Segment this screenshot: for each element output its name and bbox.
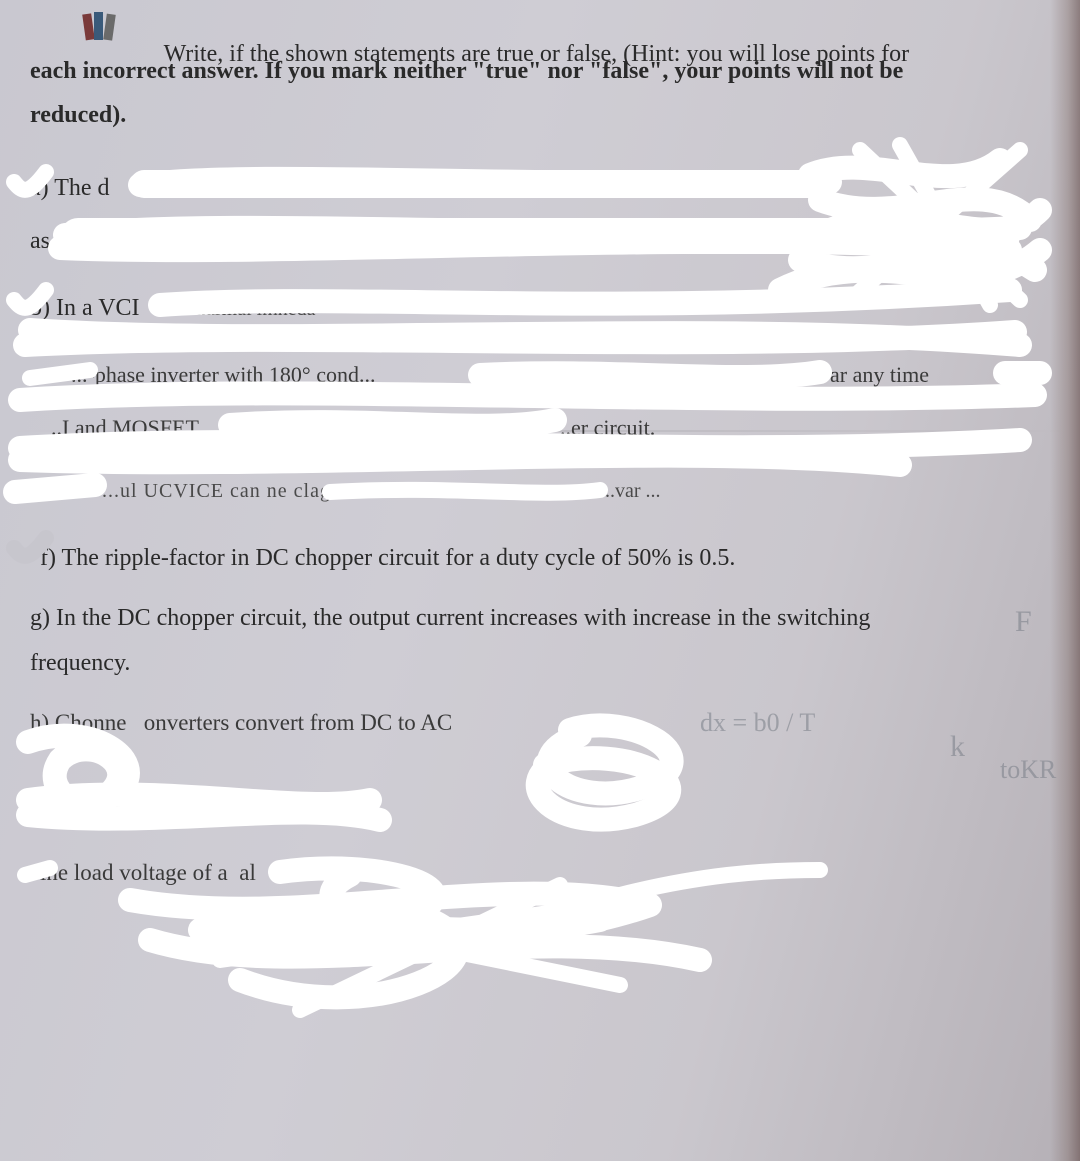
- scribble-overlay: [0, 0, 1080, 1161]
- exam-page: Write, if the shown statements are true …: [0, 0, 1080, 1161]
